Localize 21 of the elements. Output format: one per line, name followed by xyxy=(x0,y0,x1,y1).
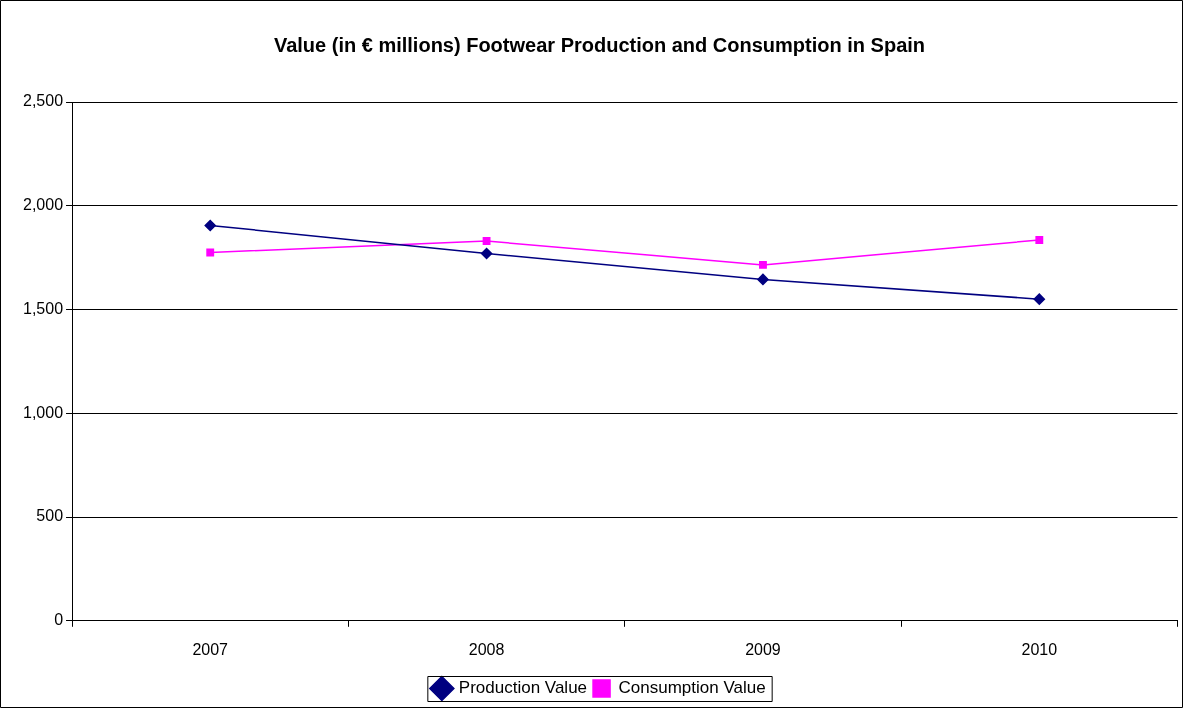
x-tick-label: 2009 xyxy=(745,640,781,658)
point xyxy=(1035,236,1044,244)
legend-label: Consumption Value xyxy=(618,678,766,698)
point xyxy=(759,260,767,269)
y-tick-label: 1,500 xyxy=(22,299,64,317)
point xyxy=(204,219,216,232)
x-tick-label: 2007 xyxy=(192,640,229,658)
chart-title: Value (in € millions) Footwear Production and Consumption in Spain xyxy=(273,33,926,56)
legend-label: Production Value xyxy=(458,678,588,698)
point xyxy=(206,248,215,257)
point xyxy=(482,237,491,245)
y-tick-label: 1,000 xyxy=(22,403,64,421)
y-tick-label: 2,500 xyxy=(22,92,64,110)
point xyxy=(1033,293,1046,305)
x-tick-label: 2010 xyxy=(1021,640,1058,658)
x-tick-label: 2008 xyxy=(468,640,505,658)
y-tick-label: 2,000 xyxy=(22,196,64,214)
y-tick-label: 500 xyxy=(36,507,64,525)
point xyxy=(757,273,769,286)
point xyxy=(480,247,493,260)
y-tick-label: 0 xyxy=(54,611,64,629)
